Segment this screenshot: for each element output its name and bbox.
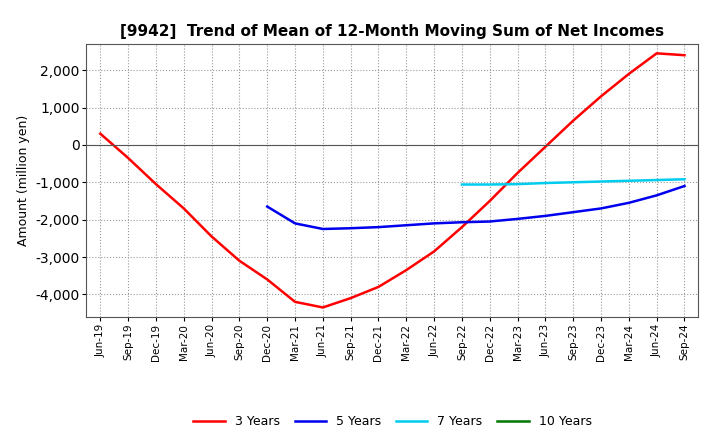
3 Years [207, 234, 216, 239]
7 Years [569, 180, 577, 185]
Line: 3 Years: 3 Years [100, 53, 685, 308]
5 Years [569, 209, 577, 215]
5 Years [680, 183, 689, 189]
7 Years [458, 182, 467, 187]
7 Years [680, 176, 689, 182]
5 Years [402, 223, 410, 228]
3 Years [235, 258, 243, 264]
7 Years [597, 179, 606, 184]
3 Years [318, 305, 327, 310]
3 Years [680, 52, 689, 58]
5 Years [430, 221, 438, 226]
7 Years [541, 180, 550, 186]
3 Years [124, 155, 132, 161]
3 Years [652, 51, 661, 56]
3 Years [179, 206, 188, 211]
3 Years [569, 118, 577, 123]
Line: 5 Years: 5 Years [267, 186, 685, 229]
5 Years [346, 226, 355, 231]
3 Years [402, 268, 410, 273]
3 Years [458, 224, 467, 230]
3 Years [291, 299, 300, 304]
5 Years [263, 204, 271, 209]
3 Years [374, 284, 383, 290]
7 Years [652, 177, 661, 183]
3 Years [624, 71, 633, 77]
5 Years [291, 221, 300, 226]
5 Years [541, 213, 550, 219]
3 Years [513, 170, 522, 176]
5 Years [485, 219, 494, 224]
Y-axis label: Amount (million yen): Amount (million yen) [17, 115, 30, 246]
5 Years [624, 200, 633, 205]
3 Years [346, 296, 355, 301]
3 Years [541, 144, 550, 150]
3 Years [597, 94, 606, 99]
7 Years [513, 181, 522, 187]
5 Years [597, 206, 606, 211]
5 Years [374, 224, 383, 230]
5 Years [458, 220, 467, 225]
7 Years [485, 182, 494, 187]
7 Years [624, 178, 633, 183]
Line: 7 Years: 7 Years [462, 179, 685, 184]
Title: [9942]  Trend of Mean of 12-Month Moving Sum of Net Incomes: [9942] Trend of Mean of 12-Month Moving … [120, 24, 665, 39]
5 Years [513, 216, 522, 221]
3 Years [263, 277, 271, 282]
5 Years [318, 226, 327, 231]
Legend: 3 Years, 5 Years, 7 Years, 10 Years: 3 Years, 5 Years, 7 Years, 10 Years [188, 411, 597, 433]
3 Years [485, 198, 494, 204]
3 Years [152, 181, 161, 187]
3 Years [430, 249, 438, 254]
3 Years [96, 131, 104, 136]
5 Years [652, 193, 661, 198]
